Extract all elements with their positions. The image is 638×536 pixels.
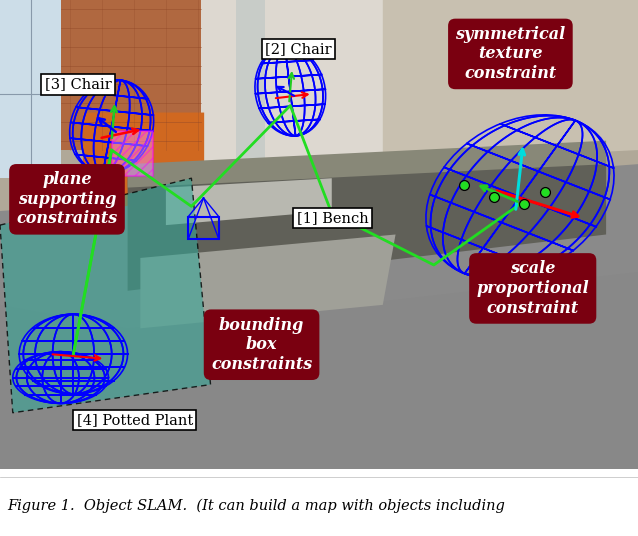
Polygon shape <box>0 178 211 413</box>
Text: plane
supporting
constraints: plane supporting constraints <box>17 171 117 227</box>
Bar <box>188 217 219 239</box>
Polygon shape <box>83 113 204 211</box>
Polygon shape <box>128 150 606 291</box>
Text: symmetrical
texture
constraint: symmetrical texture constraint <box>456 26 565 82</box>
Text: [3] Chair: [3] Chair <box>45 77 112 92</box>
Polygon shape <box>140 235 396 328</box>
Text: bounding
box
constraints: bounding box constraints <box>211 317 312 373</box>
Text: [2] Chair: [2] Chair <box>265 42 331 56</box>
Text: [4] Potted Plant: [4] Potted Plant <box>77 413 193 427</box>
Bar <box>61 0 201 150</box>
Polygon shape <box>0 0 638 211</box>
Text: [1] Bench: [1] Bench <box>297 211 368 225</box>
Text: scale
proportional
constraint: scale proportional constraint <box>477 260 589 317</box>
Polygon shape <box>191 0 383 164</box>
Polygon shape <box>128 141 606 188</box>
Polygon shape <box>0 272 638 469</box>
Bar <box>0 0 61 178</box>
Bar <box>112 131 153 176</box>
Bar <box>236 0 265 164</box>
Polygon shape <box>166 178 332 225</box>
Text: Figure 1.  Object SLAM.  (It can build a map with objects including: Figure 1. Object SLAM. (It can build a m… <box>8 498 505 513</box>
Polygon shape <box>351 0 638 164</box>
